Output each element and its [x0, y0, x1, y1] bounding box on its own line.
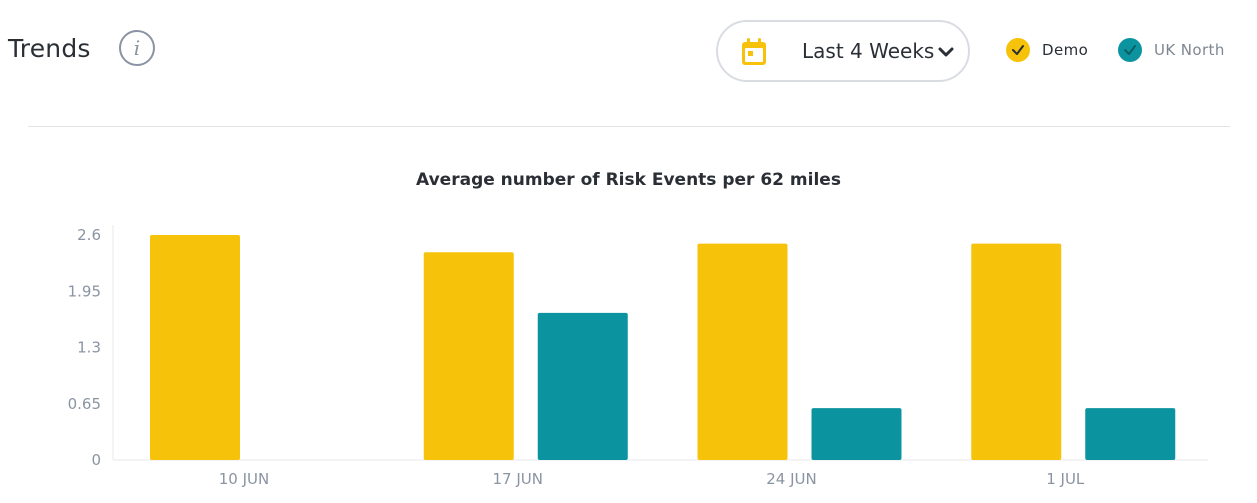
bar[interactable]: [811, 408, 902, 460]
check-icon: [1118, 38, 1142, 62]
legend-label-demo: Demo: [1042, 41, 1089, 59]
header-divider: [28, 126, 1230, 127]
bar[interactable]: [697, 243, 788, 460]
bar[interactable]: [537, 312, 628, 460]
x-tick-label: 1 JUL: [1046, 470, 1085, 488]
date-range-select[interactable]: Last 4 Weeks: [716, 20, 970, 82]
x-tick-label: 24 JUN: [766, 470, 816, 488]
y-tick-label: 1.95: [68, 282, 101, 300]
bar[interactable]: [971, 243, 1062, 460]
bar[interactable]: [1085, 408, 1176, 460]
y-tick-label: 0.65: [68, 395, 101, 413]
date-range-label: Last 4 Weeks: [802, 39, 935, 63]
chart-title: Average number of Risk Events per 62 mil…: [416, 170, 841, 190]
legend-label-uk-north: UK North: [1154, 41, 1225, 59]
y-tick-label: 2.6: [77, 226, 101, 244]
calendar-icon: [740, 37, 768, 71]
check-icon: [1006, 38, 1030, 62]
y-tick-label: 0: [91, 451, 101, 469]
info-icon[interactable]: i: [119, 30, 155, 66]
info-glyph: i: [133, 36, 141, 60]
legend-item-demo[interactable]: Demo: [1006, 38, 1088, 62]
bar[interactable]: [150, 235, 240, 460]
page-title: Trends: [8, 34, 91, 63]
y-tick-label: 1.3: [77, 339, 101, 357]
legend-item-uk-north[interactable]: UK North: [1118, 38, 1225, 62]
x-tick-label: 10 JUN: [219, 470, 269, 488]
chevron-down-icon: [938, 43, 954, 62]
bar[interactable]: [423, 252, 514, 460]
x-tick-label: 17 JUN: [493, 470, 543, 488]
